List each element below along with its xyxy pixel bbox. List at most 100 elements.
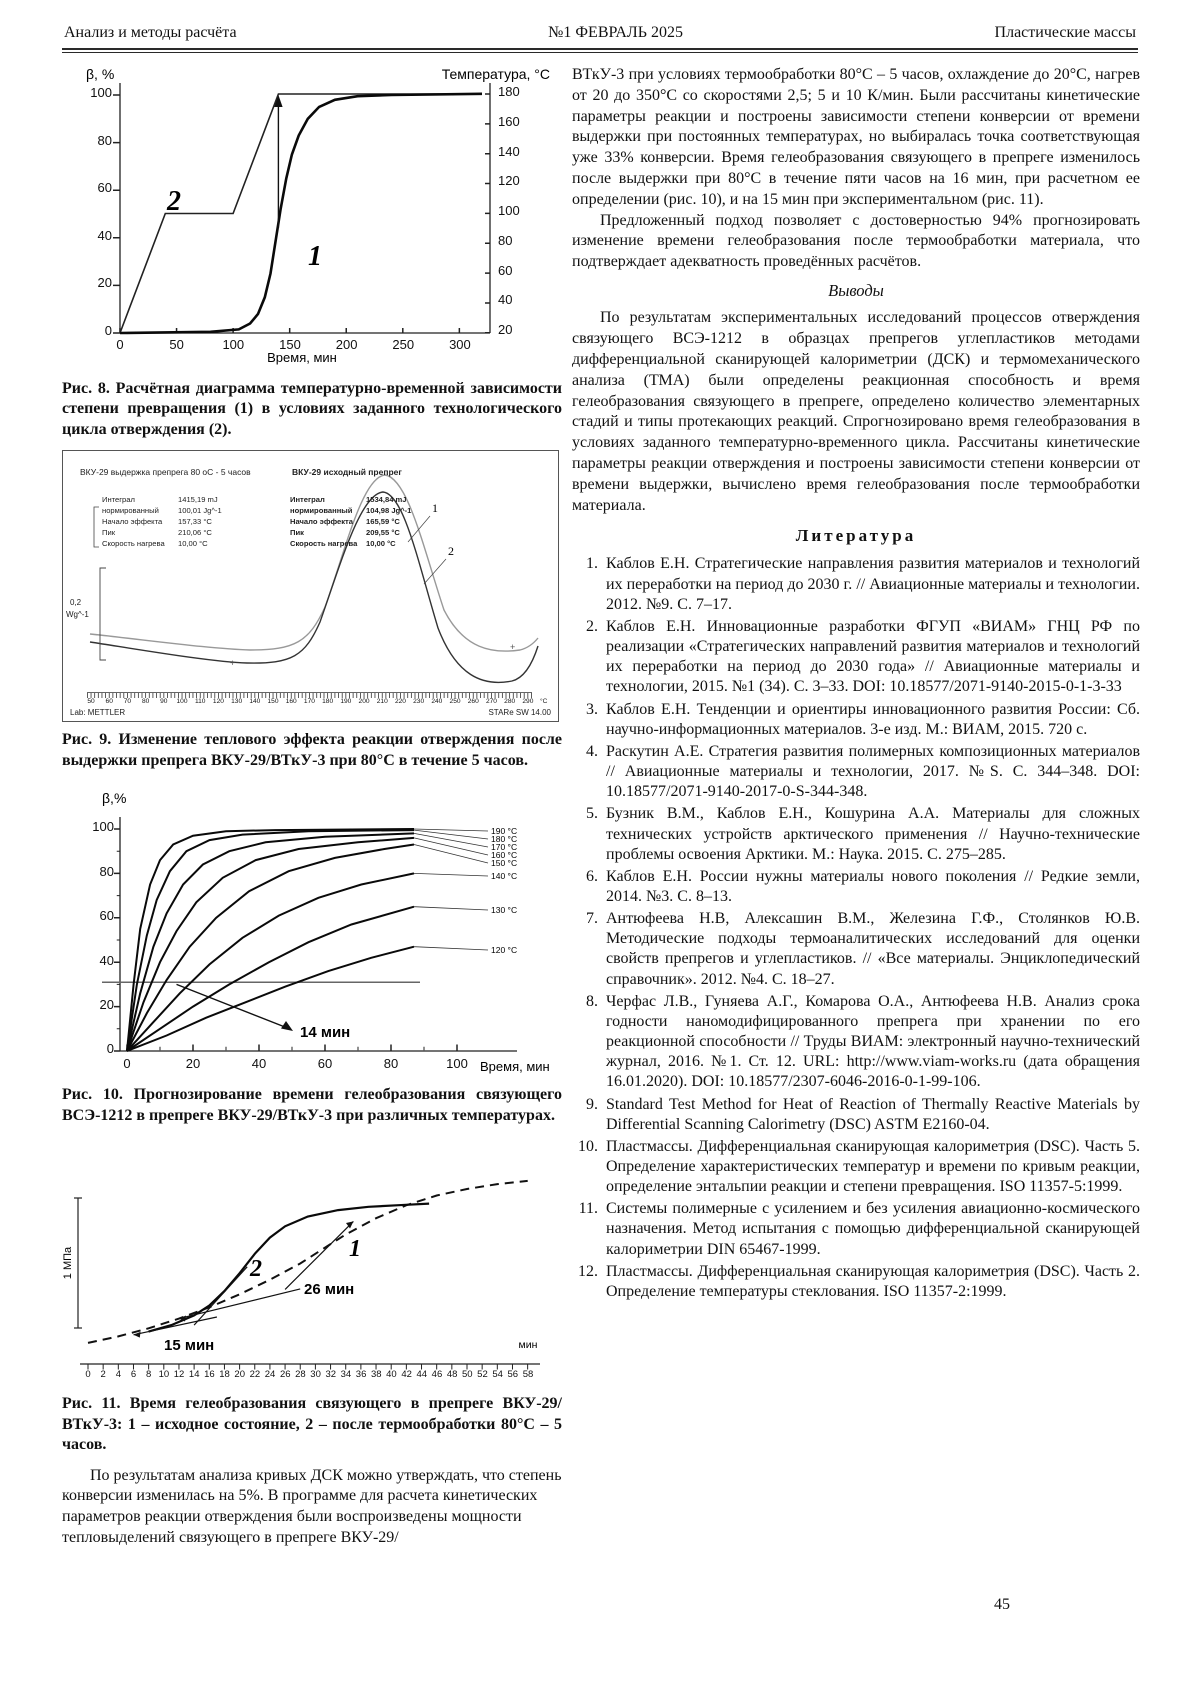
- figure-11-caption: Рис. 11. Время гелеобразования связующег…: [62, 1395, 562, 1454]
- param-value: 10,00 °C: [178, 539, 208, 549]
- reference-item: Каблов Е.Н. Инновационные разработки ФГУ…: [572, 617, 1140, 696]
- header-issue: №1 ФЕВРАЛЬ 2025: [548, 24, 683, 41]
- tick-label: 16: [204, 1369, 215, 1381]
- fig9-curve2-label: 2: [448, 544, 454, 558]
- dsc-lab-label: Lab: METTLER: [70, 708, 126, 718]
- isotherm-120: [126, 946, 415, 1053]
- isotherm-150: [126, 843, 415, 1052]
- tick-label: 46: [431, 1369, 443, 1381]
- heatflow-scale-value: 0,2: [70, 598, 82, 608]
- isotherm-160: [126, 837, 415, 1052]
- tick-label: 190: [340, 698, 352, 706]
- arrow-head-icon: [346, 1221, 354, 1229]
- fig9-x-ticks: 50 60 70 80 90 100 110 120 130 140 150 160 170 180 190…: [82, 698, 537, 705]
- header-journal-title: Пластические массы: [994, 24, 1136, 41]
- tick-label: 50: [87, 698, 95, 706]
- dsc-params-right: Интеграл 1534,84 mJ нормированный 104,98 J…: [290, 494, 411, 549]
- figure-9-dsc-chart: 1 2 + + ВКУ-29 выдержка препрега 80 оС -…: [62, 450, 559, 723]
- param-value: 1415,19 mJ: [178, 495, 218, 505]
- dsc-curve-initial: [89, 474, 539, 653]
- tangent-2-shallow: [133, 1316, 218, 1336]
- tick-label: 180: [498, 84, 520, 99]
- fig10-annotation: 14 мин: [300, 1024, 350, 1041]
- fig8-y-right-label: Температура, °С: [442, 66, 550, 82]
- param-label: Скорость нагрева: [102, 539, 165, 549]
- tick-label: 20: [185, 1056, 201, 1072]
- tick-label: 50: [169, 337, 184, 352]
- tick-label: 10: [158, 1369, 170, 1381]
- tick-label: 14: [188, 1369, 200, 1381]
- tick-label: 6: [130, 1369, 137, 1381]
- isotherm-label-170: 170 °C: [491, 842, 517, 852]
- param-label: Скорость нагрева: [290, 539, 358, 549]
- tick-label: 38: [370, 1369, 382, 1381]
- tangent-1-shallow: [178, 1288, 301, 1320]
- reference-item: Черфас Л.В., Гуняева А.Г., Комарова О.А.…: [572, 992, 1140, 1091]
- conversion-curve: [119, 92, 483, 335]
- isotherm-label-190: 190 °C: [491, 826, 517, 836]
- tick-label: 32: [325, 1369, 337, 1381]
- tick-label: 80: [99, 863, 114, 879]
- tick-label: 52: [477, 1369, 488, 1381]
- tick-label: 160: [285, 698, 297, 706]
- tick-label: 140: [498, 143, 520, 159]
- fig11-curve2-label: 2: [249, 1256, 262, 1282]
- fig9-x-unit: °C: [540, 698, 548, 706]
- reference-item: Пластмассы. Дифференциальная сканирующая…: [572, 1137, 1140, 1196]
- tick-label: 210: [376, 698, 388, 706]
- arrow-head-icon: [133, 1332, 141, 1338]
- param-value: 210,06 °C: [178, 528, 212, 538]
- reference-item: Системы полимерные с усилением и без уси…: [572, 1199, 1140, 1258]
- fig11-annotation-26: 26 мин: [304, 1281, 354, 1298]
- param-label: Пик: [290, 528, 304, 538]
- isotherm-170: [126, 832, 415, 1052]
- tangent-2-steep: [193, 1266, 248, 1326]
- literature-heading: Литература: [795, 526, 917, 546]
- tick-label: 150: [267, 698, 279, 706]
- conclusions-heading: Выводы: [828, 280, 884, 300]
- tick-label: 290: [522, 698, 534, 706]
- tma-curve-aged-solid: [148, 1202, 430, 1333]
- tick-label: 40: [386, 1369, 397, 1381]
- tick-label: 250: [392, 337, 415, 352]
- tick-label: 60: [317, 1056, 333, 1072]
- tick-label: 220: [394, 698, 406, 706]
- conclusions-paragraph: По результатам экспериментальных исследо…: [572, 309, 1140, 514]
- temperature-cycle-curve: [119, 93, 482, 334]
- marker-plus-icon: +: [510, 642, 515, 652]
- tick-label: 54: [492, 1369, 503, 1381]
- isotherm-190: [126, 828, 415, 1052]
- tick-label: 20: [97, 275, 112, 291]
- param-value: 1534,84 mJ: [366, 495, 407, 505]
- tick-label: 50: [462, 1369, 473, 1381]
- reference-list: Каблов Е.Н. Стратегические направления р…: [572, 554, 1140, 1302]
- isotherm-label-120: 120 °C: [491, 945, 517, 955]
- tick-label: 58: [522, 1369, 534, 1381]
- page-header: Анализ и методы расчёта №1 ФЕВРАЛЬ 2025 …: [62, 24, 1138, 48]
- two-column-layout: β, % Температура, °С Время, мин 2 1 100 8…: [62, 65, 1140, 1549]
- tick-label: 120: [498, 173, 520, 189]
- fig10-x-label: Время, мин: [480, 1059, 550, 1074]
- fig9-curve1-label: 1: [432, 501, 438, 515]
- param-label: Интеграл: [102, 495, 135, 505]
- fig11-y-label: 1 МПа: [62, 1246, 74, 1279]
- param-label: нормированный: [290, 506, 353, 516]
- tick-label: 40: [97, 227, 112, 243]
- param-label: Пик: [102, 528, 116, 538]
- isotherm-label-160: 160 °C: [491, 850, 517, 860]
- figure-8-chart: β, % Температура, °С Время, мин 2 1 100 8…: [62, 65, 552, 371]
- tick-label: 90: [160, 698, 168, 706]
- paragraph-accuracy: Предложенный подход позволяет с достовер…: [572, 211, 1140, 271]
- tick-label: 20: [234, 1369, 245, 1381]
- header-section-title: Анализ и методы расчёта: [64, 24, 237, 41]
- figure-8-svg: β, % Температура, °С Время, мин 2 1: [86, 66, 550, 365]
- tick-label: 40: [251, 1056, 267, 1072]
- figure-10-svg: 190 °C 180 °C 170 °C 160 °C 150 °C 140 °…: [102, 790, 550, 1074]
- reference-item: Standard Test Method for Heat of Reactio…: [572, 1095, 1140, 1133]
- tick-label: 130: [231, 698, 243, 706]
- arrow-head-icon: [281, 1021, 293, 1032]
- tick-label: 18: [219, 1369, 230, 1381]
- fig8-curve1-label: 1: [308, 241, 322, 272]
- left-column: β, % Температура, °С Время, мин 2 1 100 8…: [62, 65, 562, 1549]
- tick-label: 40: [498, 292, 513, 308]
